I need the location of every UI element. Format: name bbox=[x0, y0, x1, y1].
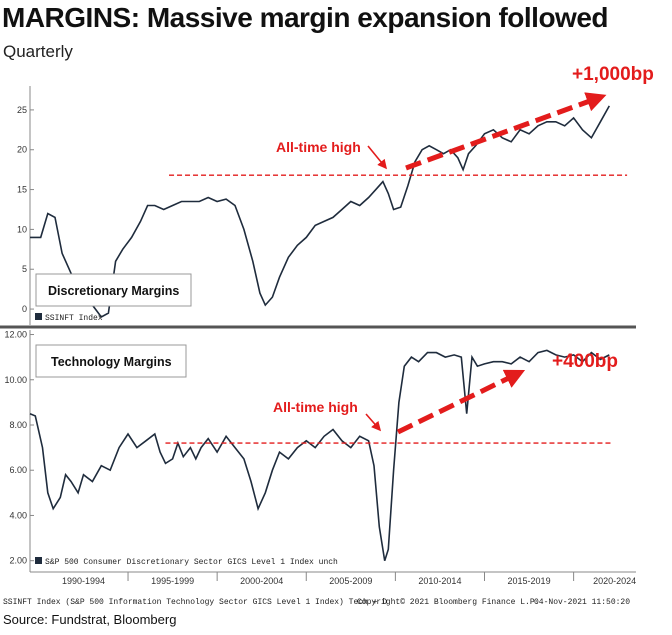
x-tick-label: 2000-2004 bbox=[240, 576, 283, 586]
source-note: Source: Fundstrat, Bloomberg bbox=[3, 612, 177, 627]
bottom-y-tick-label: 8.00 bbox=[9, 420, 27, 430]
x-tick-label: 2020-2024 bbox=[593, 576, 636, 586]
chart-area: 0 5 10 15 20 25 2.00 4.00 6.00 8.00 10.00 12.00 Di… bbox=[0, 64, 654, 607]
discretionary-legend-box bbox=[35, 273, 192, 307]
x-tick-label: 2010-2014 bbox=[418, 576, 461, 586]
bottom-y-tick-label: 6.00 bbox=[9, 465, 27, 475]
top-legend-swatch bbox=[35, 313, 42, 320]
top-y-tick-label: 10 bbox=[17, 224, 27, 234]
technology-series-line bbox=[29, 349, 610, 561]
top-all-time-high-label: All-time high bbox=[276, 139, 361, 155]
technology-legend-box bbox=[35, 344, 187, 378]
x-tick-label: 1990-1994 bbox=[62, 576, 105, 586]
top-callout: +1,000bp bbox=[572, 64, 654, 85]
bottom-all-time-high-label: All-time high bbox=[273, 399, 358, 415]
top-y-tick-label: 0 bbox=[22, 304, 27, 314]
x-tick-label: 2005-2009 bbox=[329, 576, 372, 586]
bottom-y-tick-label: 4.00 bbox=[9, 510, 27, 520]
top-y-tick-label: 20 bbox=[17, 145, 27, 155]
technology-legend-title: Technology Margins bbox=[51, 355, 172, 369]
top-y-tick-label: 15 bbox=[17, 185, 27, 195]
top-y-tick-label: 25 bbox=[17, 105, 27, 115]
bottom-legend-text: S&P 500 Consumer Discretionary Sector GI… bbox=[45, 558, 338, 567]
page-title: MARGINS: Massive margin expansion follow… bbox=[2, 2, 609, 33]
x-tick-label: 2015-2019 bbox=[508, 576, 551, 586]
bottom-all-time-high-arrow bbox=[365, 413, 382, 432]
bottom-y-tick-label: 10.00 bbox=[4, 375, 27, 385]
top-trend-arrow bbox=[405, 92, 607, 171]
bottom-trend-arrow bbox=[396, 369, 526, 435]
footer-middle: Copyright© 2021 Bloomberg Finance L.P. bbox=[357, 598, 539, 607]
footer-right: 04-Nov-2021 11:50:20 bbox=[534, 598, 630, 607]
bottom-callout: +400bp bbox=[552, 351, 618, 372]
top-legend-text: SSINFT Index bbox=[45, 314, 103, 323]
top-y-ticks: 0 5 10 15 20 25 bbox=[17, 105, 34, 314]
bottom-y-tick-label: 2.00 bbox=[9, 556, 27, 566]
bottom-y-tick-label: 12.00 bbox=[4, 330, 27, 340]
top-y-tick-label: 5 bbox=[22, 264, 27, 274]
discretionary-legend-title: Discretionary Margins bbox=[48, 284, 179, 298]
footer-left: SSINFT Index (S&P 500 Information Techno… bbox=[3, 598, 387, 607]
top-all-time-high-arrow bbox=[367, 145, 388, 170]
x-axis: 1990-1994 1995-1999 2000-2004 2005-2009 2010… bbox=[62, 572, 636, 586]
page-subtitle: Quarterly bbox=[3, 42, 73, 61]
discretionary-series-line bbox=[30, 105, 610, 319]
bottom-legend-swatch bbox=[35, 557, 42, 564]
x-tick-label: 1995-1999 bbox=[151, 576, 194, 586]
bottom-y-ticks: 2.00 4.00 6.00 8.00 10.00 12.00 bbox=[4, 330, 34, 566]
